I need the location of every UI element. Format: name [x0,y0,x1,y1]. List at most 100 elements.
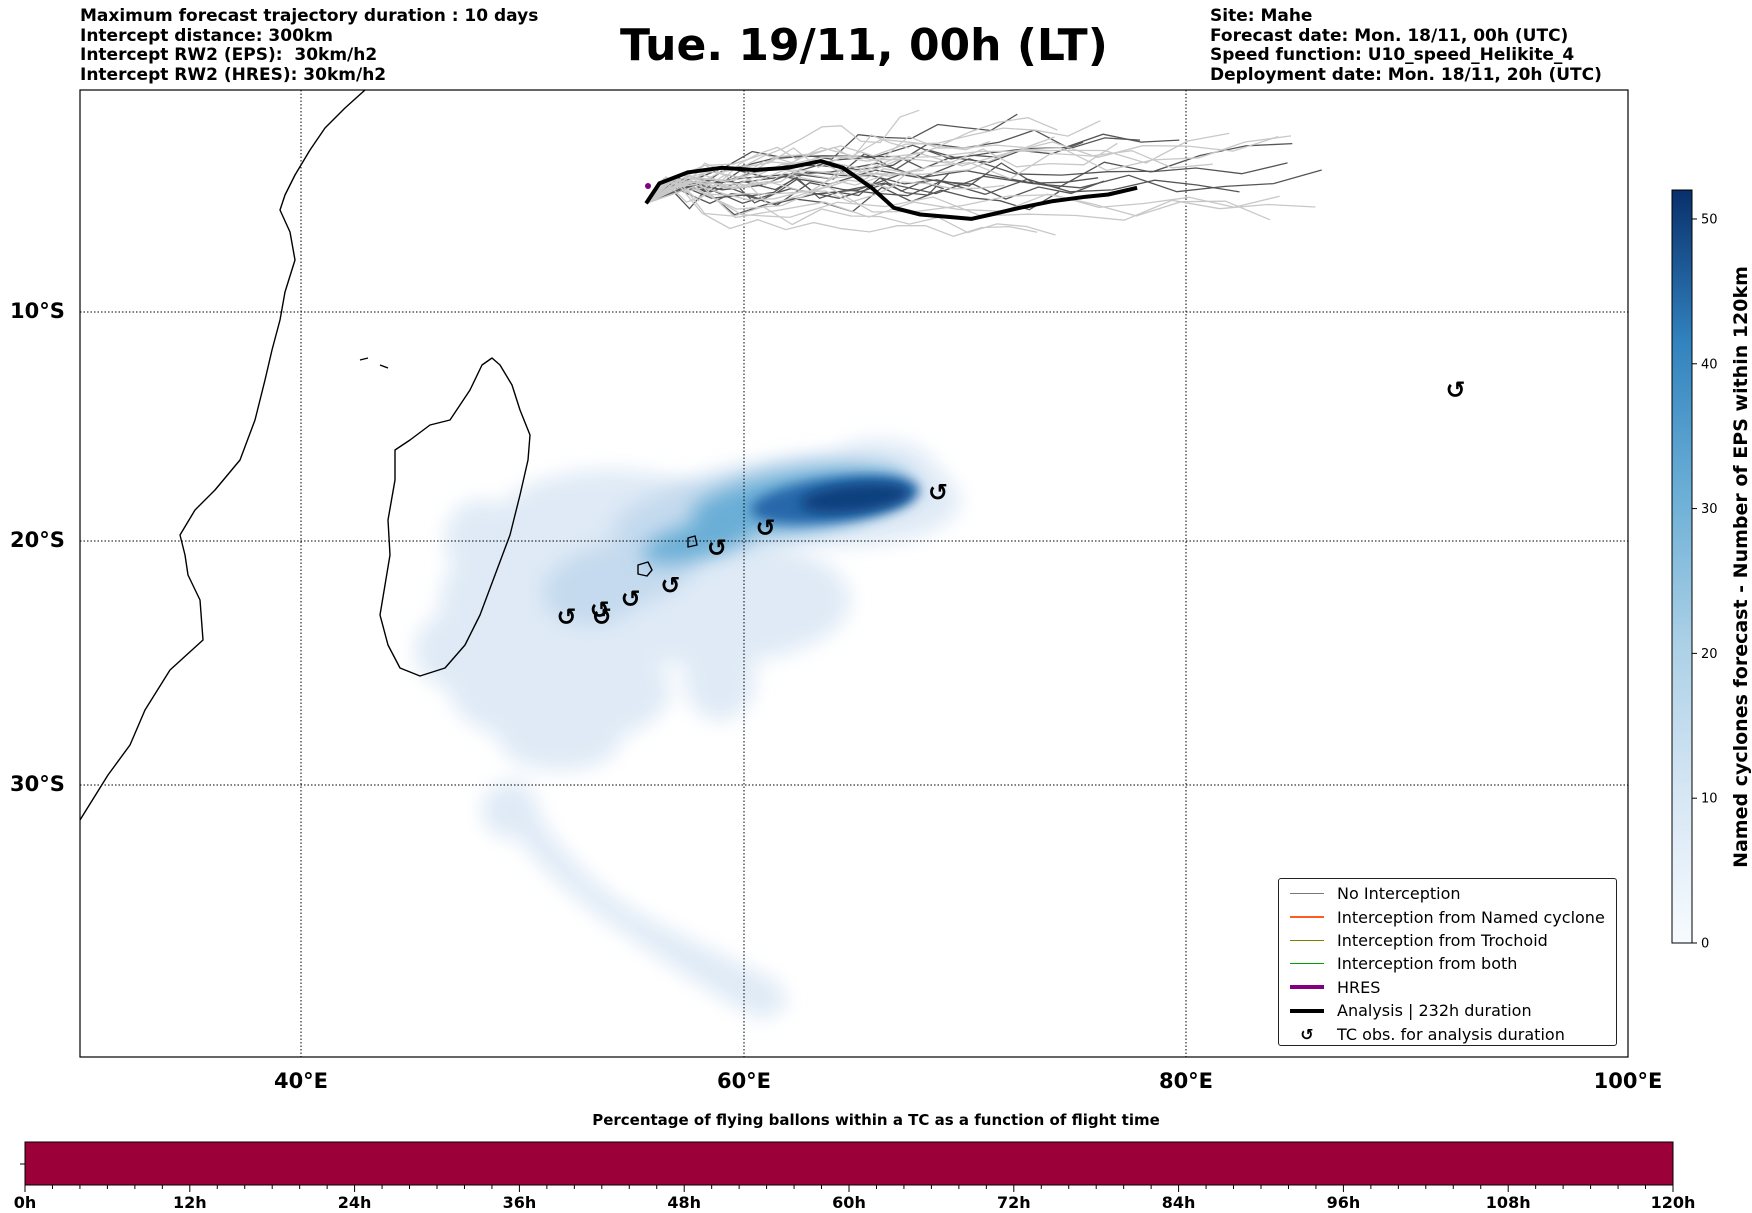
legend-swatch [1285,931,1329,949]
tc-observation-icon: ↺ [621,585,641,613]
lon-label-80e: 80°E [1159,1069,1213,1093]
intercept-eps-text: Intercept RW2 (EPS): 30km/h2 [80,45,378,65]
flight-time-bar-ticks: 0h 12h 24h 36h 48h 60h 72h 84h 96h 108h 120h [14,1185,1696,1212]
intercept-distance-text: Intercept distance: 300km [80,25,333,46]
ensemble-track [645,178,1038,237]
ensemble-tracks [645,109,1322,237]
legend-swatch [1285,978,1329,996]
coastlines [80,90,698,821]
lon-label-40e: 40°E [274,1069,328,1093]
legend-label: TC obs. for analysis duration [1337,1024,1565,1044]
legend-item: HRES [1279,976,1616,999]
ensemble-track [645,175,1056,236]
ensemble-track [645,166,924,204]
colorbar-tick-label: 30 [1701,502,1718,517]
analysis-track [644,159,1138,221]
flight-time-bar-tick-label: 72h [997,1193,1031,1212]
hres-marker [645,183,651,189]
legend-label: Analysis | 232h duration [1337,1001,1532,1021]
deployment-date-text: Deployment date: Mon. 18/11, 20h (UTC) [1210,64,1602,85]
map-grid [80,90,1628,1057]
ensemble-track [645,134,910,204]
flight-time-bar: 0h 12h 24h 36h 48h 60h 72h 84h 96h 108h 120h [14,1141,1696,1212]
colorbar-gradient [1671,189,1693,944]
flight-time-bar-tick-label: 84h [1162,1193,1196,1212]
colorbar-ticks: 0 10 20 30 40 50 [1692,212,1718,952]
legend-label: HRES [1337,977,1381,997]
colorbar-tick-label: 50 [1701,212,1718,227]
ensemble-track [645,135,1292,204]
flight-time-bar-tick-label: 12h [173,1193,207,1212]
comoros-coastline [359,357,389,369]
lat-label-10s: 10°S [10,299,65,323]
africa-coastline [80,90,366,821]
legend-label: Interception from Trochoid [1337,930,1548,950]
flight-time-bar-tick-label: 36h [503,1193,537,1212]
ensemble-track [645,177,1005,204]
legend-swatch [1285,908,1329,926]
legend-swatch [1285,955,1329,973]
legend-swatch [1285,885,1329,903]
tc-observation-icon: ↺ [755,514,775,542]
map-frame [79,89,1629,1058]
speed-function-text: Speed function: U10_speed_Helikite_4 [1210,45,1575,65]
intercept-hres-text: Intercept RW2 (HRES): 30km/h2 [80,64,387,85]
lat-label-20s: 20°S [10,528,65,552]
tc-observation-icon: ↺ [592,603,612,631]
lon-label-60e: 60°E [717,1069,771,1093]
legend-swatch: ↺ [1300,1024,1314,1044]
flight-time-bar-tick-label: 24h [338,1193,372,1212]
forecast-date-text: Forecast date: Mon. 18/11, 00h (UTC) [1210,25,1569,46]
colorbar-tick-label: 10 [1701,792,1718,807]
legend-item: Interception from Named cyclone [1279,905,1616,928]
legend-item: Interception from both [1279,952,1616,975]
site-text: Site: Mahe [1210,6,1313,26]
forecast-parameters: Maximum forecast trajectory duration : 1… [80,6,539,85]
flight-time-bar-tick-label: 60h [832,1193,866,1212]
flight-time-bar-tick-label: 96h [1327,1193,1361,1212]
colorbar-label: Named cyclones forecast - Number of EPS … [1730,266,1752,868]
lat-label-30s: 30°S [10,772,65,796]
flight-time-bar-fill [24,1141,1674,1186]
ensemble-track [645,132,1230,204]
tc-observation-icon: ↺ [1445,376,1465,404]
mauritius-coastline [637,561,653,577]
tc-observation-icon: ↺ [660,572,680,600]
tc-observation-icon: ↺ [707,534,727,562]
max-duration-text: Maximum forecast trajectory duration : 1… [80,6,539,26]
colorbar-tick-label: 0 [1701,937,1709,952]
ensemble-track [645,172,891,205]
ensemble-track [645,170,930,204]
legend-item: ↺ TC obs. for analysis duration [1279,1022,1616,1045]
tc-observation-icon: ↺ [928,478,948,506]
tc-observation-icon: ↺ [590,596,610,624]
colorbar-tick-label: 20 [1701,647,1718,662]
legend-label: No Interception [1337,884,1461,904]
madagascar-coastline [379,357,531,677]
flight-time-bar-tick-label: 120h [1651,1193,1696,1212]
reunion-coastline [687,535,698,548]
ensemble-track [645,150,1213,204]
colorbar-tick-label: 40 [1701,357,1718,372]
ensemble-track [645,135,1279,204]
ensemble-track [645,185,1280,213]
ensemble-track [645,142,1118,204]
ensemble-track [645,113,1018,204]
site-info: Site: Mahe Forecast date: Mon. 18/11, 00… [1210,6,1602,85]
flight-time-bar-title: Percentage of flying ballons within a TC… [592,1111,1160,1129]
density-layer-peak [800,482,910,514]
legend-item: No Interception [1279,882,1616,905]
flight-time-bar-tick-label: 48h [667,1193,701,1212]
tc-observation-icon: ↺ [556,603,576,631]
flight-time-bar-tick-label: 108h [1486,1193,1531,1212]
ensemble-track [645,169,1322,204]
map-title: Tue. 19/11, 00h (LT) [620,20,1108,71]
flight-time-bar-tick-label: 0h [14,1193,37,1212]
legend-swatch [1285,1002,1329,1020]
ensemble-track [645,174,1271,221]
ensemble-track [645,135,1055,204]
density-colorbar: 0 10 20 30 40 50 Named cyclones forecast - Nu… [1671,189,1752,952]
legend-label: Interception from both [1337,954,1518,974]
legend-item: Analysis | 232h duration [1279,999,1616,1022]
